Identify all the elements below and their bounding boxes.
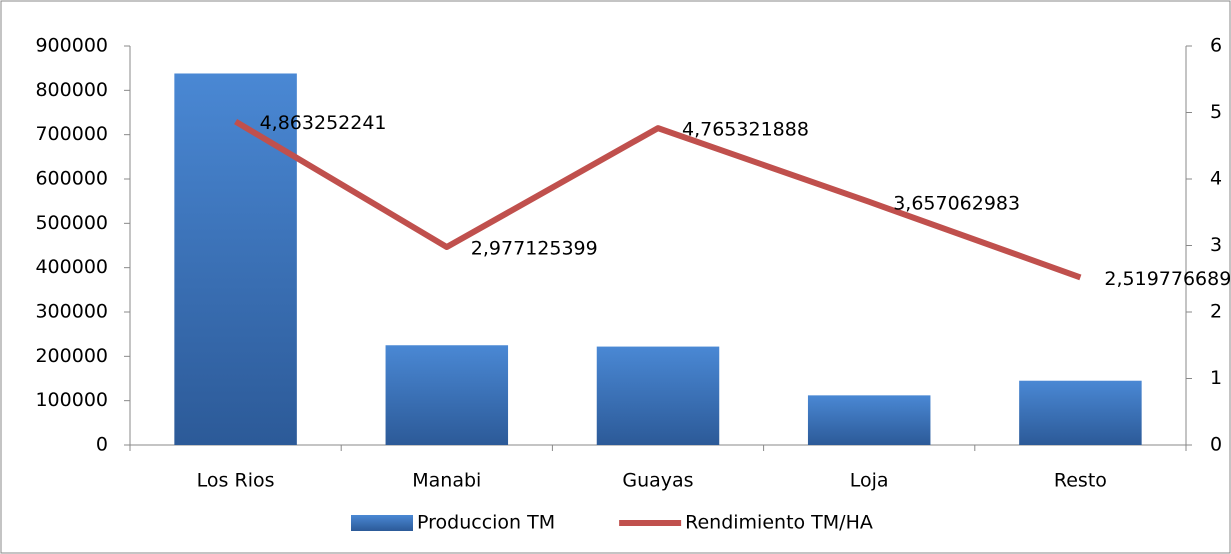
bar: [385, 345, 509, 445]
y-tick-label: 900000: [35, 35, 108, 57]
y-tick-label: 100000: [35, 389, 108, 411]
legend-label: Produccion TM: [417, 512, 555, 534]
y2-tick-label: 1: [1210, 367, 1222, 389]
data-label: 4,765321888: [682, 119, 809, 141]
y2-tick-label: 3: [1210, 234, 1222, 256]
y-tick-label: 0: [96, 434, 108, 456]
data-label: 4,863252241: [260, 112, 387, 134]
y-tick-label: 700000: [35, 123, 108, 145]
data-label: 3,657062983: [893, 192, 1020, 214]
y-tick-label: 600000: [35, 168, 108, 190]
bar: [807, 395, 931, 445]
bar: [1019, 380, 1142, 445]
line-series: [234, 119, 1082, 281]
y-tick-label: 400000: [35, 256, 108, 278]
x-tick-label: Manabi: [412, 470, 481, 492]
y-tick-label: 200000: [35, 345, 108, 367]
y-tick-label: 500000: [35, 212, 108, 234]
y2-tick-label: 5: [1210, 101, 1222, 123]
y2-tick-label: 2: [1210, 301, 1222, 323]
legend-label: Rendimiento TM/HA: [685, 512, 873, 534]
bar: [596, 346, 720, 445]
y2-tick-label: 6: [1210, 35, 1222, 57]
y-tick-label: 300000: [35, 301, 108, 323]
x-tick-label: Los Rios: [197, 470, 275, 492]
y2-tick-label: 4: [1210, 168, 1222, 190]
x-tick-label: Resto: [1054, 470, 1107, 492]
y-tick-label: 800000: [35, 79, 108, 101]
x-tick-label: Loja: [850, 470, 889, 492]
x-tick-label: Guayas: [622, 470, 693, 492]
data-label: 2,977125399: [471, 238, 598, 260]
legend-swatch: [351, 515, 413, 531]
y2-tick-label: 0: [1210, 434, 1222, 456]
data-label: 2,519776689: [1104, 268, 1231, 290]
bar: [174, 73, 297, 445]
